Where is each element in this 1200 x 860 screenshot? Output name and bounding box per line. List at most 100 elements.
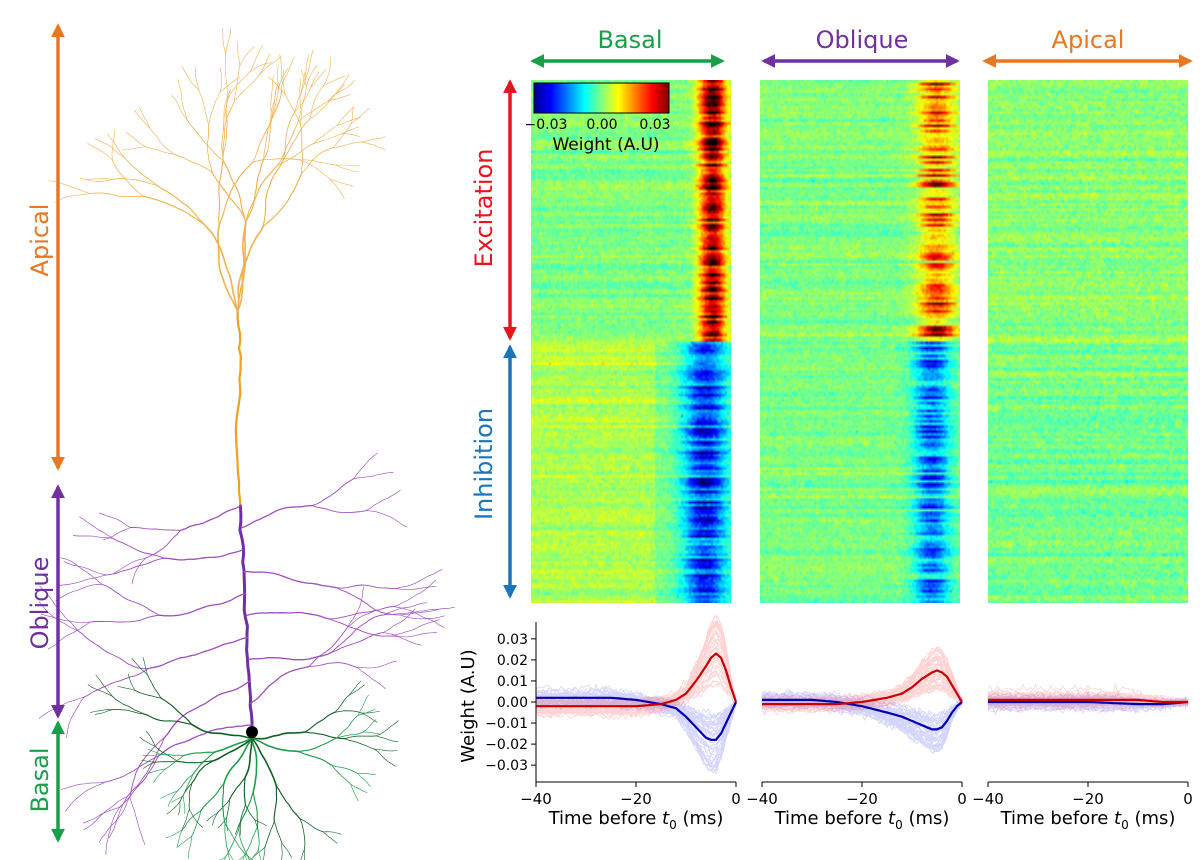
trace-basal-excitation bbox=[535, 629, 737, 718]
basal-branch bbox=[334, 694, 350, 713]
basal-branch bbox=[190, 723, 253, 739]
apical-branch bbox=[245, 164, 279, 223]
oblique-branch bbox=[346, 609, 378, 629]
basal-branch bbox=[146, 674, 162, 699]
apical-branch bbox=[206, 226, 239, 312]
trace-oblique-excitation bbox=[761, 659, 963, 711]
apical-branch bbox=[293, 87, 311, 113]
trace-apical-excitation bbox=[987, 683, 1189, 704]
trace-basal-excitation bbox=[535, 621, 737, 712]
apical-branch bbox=[362, 136, 387, 143]
trace-apical-excitation bbox=[987, 691, 1189, 706]
y-tick-label: 0.03 bbox=[497, 632, 528, 648]
basal-branch bbox=[251, 737, 258, 792]
basal-branch bbox=[344, 735, 377, 740]
trace-oblique-inhibition bbox=[761, 689, 963, 720]
oblique-branch bbox=[331, 614, 385, 653]
trace-basal-excitation bbox=[535, 621, 737, 719]
oblique-branch bbox=[329, 618, 393, 637]
apical-branch bbox=[279, 54, 283, 85]
oblique-branch bbox=[311, 478, 355, 507]
apical-branch bbox=[218, 152, 224, 226]
heatmaps bbox=[531, 80, 1188, 603]
soma bbox=[246, 726, 258, 738]
colorbar-tick-mid: 0.00 bbox=[586, 117, 617, 133]
basal-branch bbox=[273, 821, 283, 844]
basal-branch bbox=[304, 711, 336, 733]
heatmap-row-labels: Excitation Inhibition bbox=[470, 79, 517, 599]
apical-branch bbox=[297, 101, 329, 123]
apical-branch bbox=[310, 71, 320, 89]
trace-basal-excitation bbox=[535, 651, 737, 708]
basal-branch bbox=[238, 828, 250, 859]
apical-branch bbox=[87, 143, 113, 161]
apical-branch bbox=[89, 192, 144, 198]
oblique-branch bbox=[383, 602, 428, 616]
oblique-branch bbox=[329, 606, 395, 620]
apical-branch bbox=[220, 67, 222, 92]
apical-branch bbox=[171, 94, 188, 121]
basal-branch bbox=[213, 737, 253, 754]
basal-branch bbox=[298, 737, 338, 753]
apical-branch bbox=[309, 85, 324, 120]
oblique-branch bbox=[65, 781, 106, 812]
trace-apical-excitation bbox=[987, 699, 1189, 712]
basal-branch bbox=[226, 817, 228, 831]
basal-branch bbox=[182, 751, 215, 757]
basal-branch bbox=[357, 773, 371, 787]
trace-basal-excitation bbox=[535, 663, 737, 714]
trace-oblique-excitation bbox=[761, 675, 963, 707]
basal-branch bbox=[176, 774, 193, 792]
oblique-branch bbox=[89, 614, 160, 623]
basal-branch bbox=[244, 853, 247, 860]
apical-branch bbox=[282, 69, 286, 95]
apical-label: Apical bbox=[26, 204, 54, 277]
basal-label: Basal bbox=[26, 747, 54, 812]
apical-branch bbox=[236, 221, 247, 312]
basal-branch bbox=[238, 790, 254, 830]
trace-basal-inhibition bbox=[535, 688, 737, 767]
trace-apical-excitation bbox=[987, 690, 1189, 706]
trace-apical-excitation bbox=[987, 691, 1189, 706]
apical-branch bbox=[329, 179, 345, 199]
trace-oblique-inhibition bbox=[761, 694, 963, 748]
y-tick-label: 0.00 bbox=[497, 695, 528, 711]
basal-branch bbox=[375, 720, 399, 737]
oblique-branch bbox=[247, 651, 333, 661]
basal-branch bbox=[188, 836, 192, 859]
heatmap-basal bbox=[531, 80, 731, 603]
apical-branch bbox=[218, 161, 254, 226]
basal-branch bbox=[299, 818, 324, 833]
apical-branch bbox=[301, 147, 334, 175]
trace-basal-inhibition bbox=[535, 697, 737, 725]
trace-apical-inhibition bbox=[987, 696, 1189, 709]
mean-trace-apical-excitation bbox=[988, 698, 1188, 704]
basal-branch bbox=[304, 849, 306, 860]
colorbar-gradient bbox=[533, 82, 670, 114]
basal-branch bbox=[375, 735, 399, 743]
trace-oblique-excitation bbox=[761, 665, 963, 712]
basal-branch bbox=[336, 731, 364, 739]
trace-basal-excitation bbox=[535, 620, 737, 721]
inhibition-label: Inhibition bbox=[470, 408, 498, 520]
basal-branch bbox=[212, 737, 253, 762]
oblique-branch bbox=[60, 781, 106, 790]
basal-branch bbox=[191, 760, 214, 784]
apical-branch bbox=[227, 71, 251, 101]
basal-branch bbox=[227, 850, 234, 860]
basal-branch bbox=[235, 821, 241, 835]
basal-branch bbox=[357, 772, 376, 775]
y-tick-label: −0.02 bbox=[485, 737, 528, 753]
oblique-branch bbox=[308, 662, 358, 669]
trace-oblique-inhibition bbox=[761, 695, 963, 753]
trace-oblique-inhibition bbox=[761, 696, 963, 740]
trace-basal-inhibition bbox=[535, 688, 737, 765]
apical-branch bbox=[111, 129, 115, 161]
oblique-branch bbox=[393, 606, 445, 628]
trace-oblique-inhibition bbox=[761, 697, 963, 737]
colorbar-label: Weight (A.U) bbox=[552, 135, 659, 155]
oblique-branch bbox=[65, 696, 85, 739]
trace-basal-excitation bbox=[535, 631, 737, 710]
